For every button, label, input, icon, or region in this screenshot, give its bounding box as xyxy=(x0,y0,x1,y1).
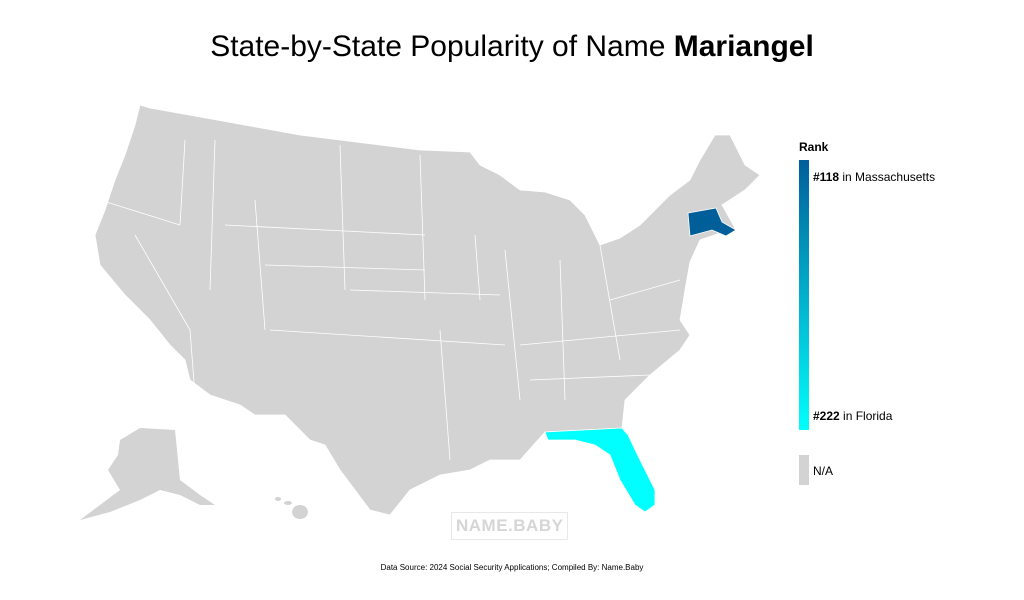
state-hawaii xyxy=(275,497,308,519)
legend-gradient-bar xyxy=(799,160,809,430)
footer-source: Data Source: 2024 Social Security Applic… xyxy=(380,563,644,572)
state-florida[interactable] xyxy=(544,427,656,513)
lower-48-states xyxy=(94,104,761,516)
legend-top-label: #118 in Massachusetts xyxy=(813,170,936,184)
watermark-logo: NAME.BABY xyxy=(451,512,569,540)
legend-na-label: N/A xyxy=(813,464,834,478)
legend-na-swatch xyxy=(799,455,809,485)
state-massachusetts[interactable] xyxy=(687,207,737,237)
legend-title: Rank xyxy=(799,140,829,154)
legend-bottom-label: #222 in Florida xyxy=(813,409,893,423)
page-title: State-by-State Popularity of Name Marian… xyxy=(210,30,814,63)
state-alaska xyxy=(80,428,215,520)
legend: Rank #118 in Massachusetts #222 in Flori… xyxy=(799,140,935,485)
state-borders xyxy=(99,139,681,461)
